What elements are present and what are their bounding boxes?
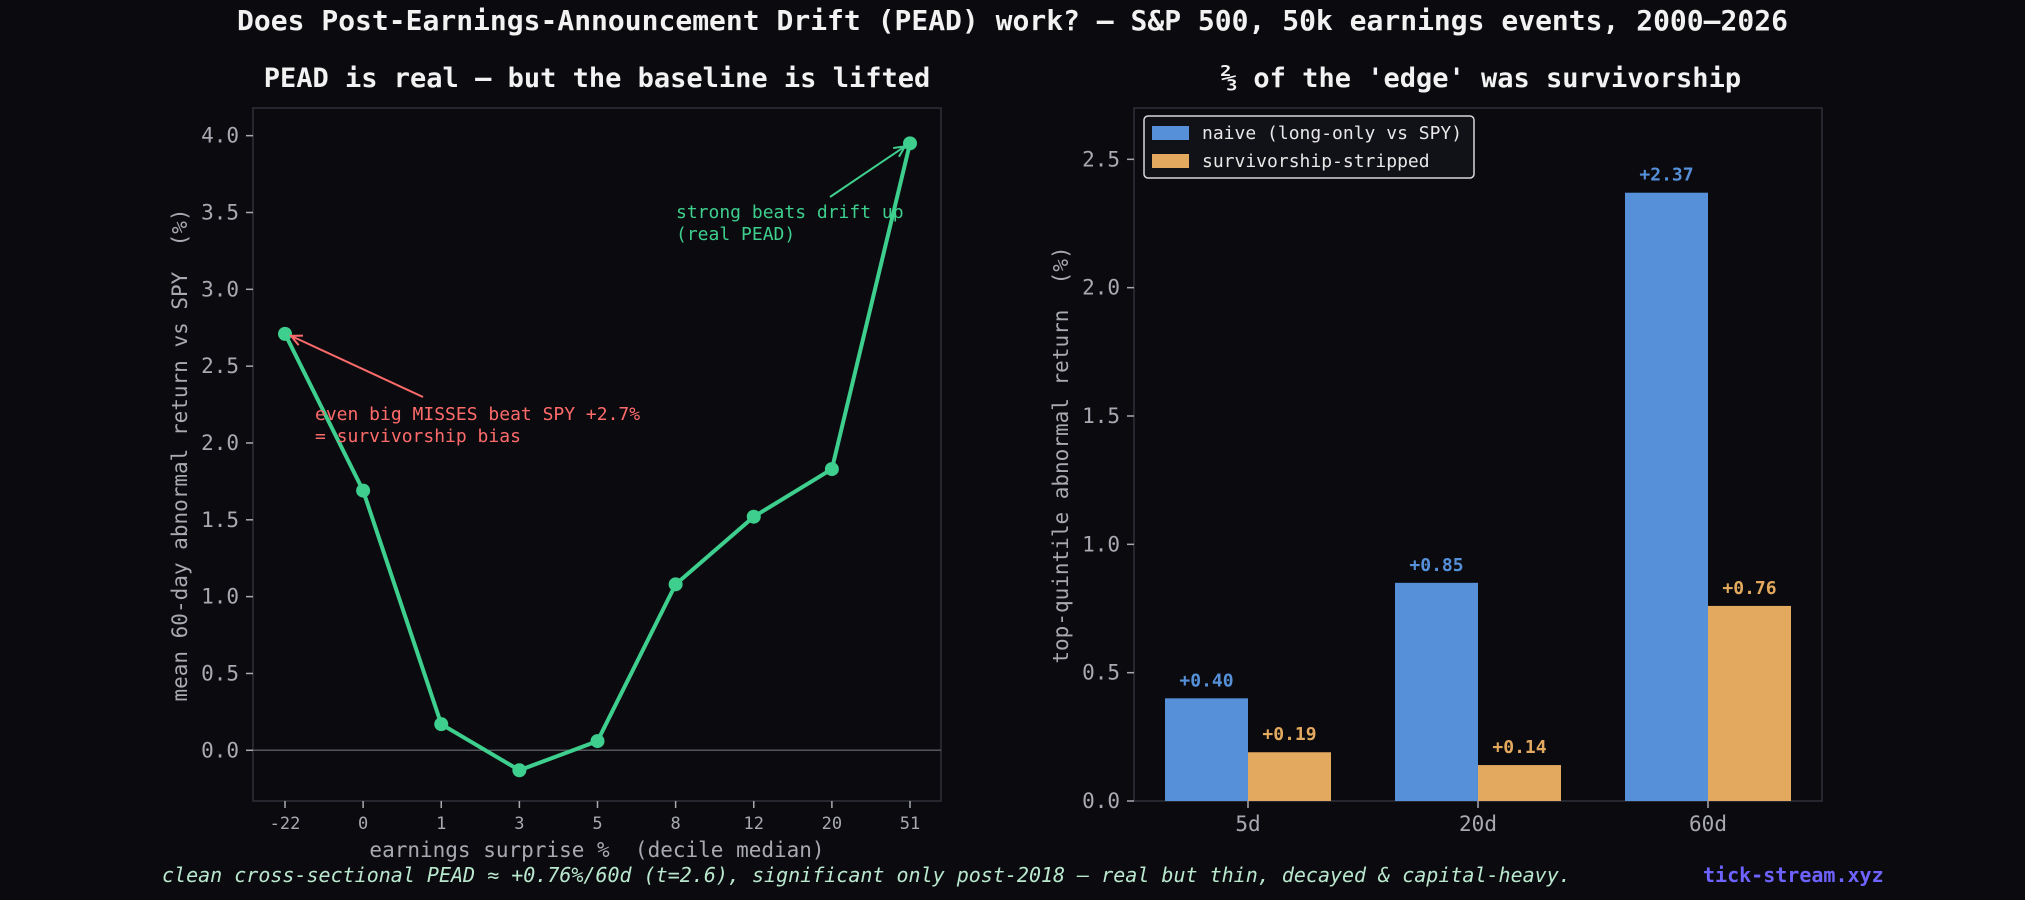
right-y-tick-label: 1.0 (1082, 532, 1120, 556)
beat-annotation-line-1: strong beats drift up (676, 202, 904, 223)
right-y-axis-label: top-quintile abnormal return (%) (1049, 246, 1073, 663)
bar-naive-20d (1395, 582, 1478, 801)
pead-data-point (278, 326, 292, 341)
pead-data-point (512, 763, 527, 778)
left-y-tick-label: 4.0 (201, 124, 239, 148)
pead-line-chart: PEAD is real — but the baseline is lifte… (168, 63, 942, 862)
left-x-tick-label: 3 (514, 814, 524, 834)
left-x-axis-label: earnings surprise % (decile median) (369, 838, 824, 862)
left-x-tick-label: 12 (744, 814, 764, 834)
right-x-tick-label: 20d (1459, 812, 1497, 836)
left-x-tick-label: 1 (436, 814, 446, 834)
pead-data-point (668, 577, 683, 592)
left-y-tick-label: 1.5 (201, 508, 239, 532)
legend-label-naive: naive (long-only vs SPY) (1202, 123, 1462, 144)
left-plot-area (252, 107, 942, 802)
right-y-tick-label: 0.0 (1082, 789, 1120, 813)
bar-naive-5d (1165, 698, 1248, 801)
left-x-tick-label: 8 (671, 814, 681, 834)
left-x-tick-label: 20 (822, 814, 842, 834)
survivorship-bar-chart: ⅔ of the 'edge' was survivorship 0.0 0.5 1… (1049, 63, 1823, 836)
legend: naive (long-only vs SPY) survivorship-st… (1143, 115, 1475, 179)
bar-naive-60d (1625, 192, 1708, 801)
right-x-tick-label: 5d (1235, 812, 1260, 836)
bar-label-stripped-20d: +0.14 (1492, 737, 1546, 758)
pead-data-point (434, 717, 449, 732)
figure-title: Does Post-Earnings-Announcement Drift (P… (237, 4, 1788, 37)
legend-box (1143, 115, 1475, 179)
left-y-tick-label: 1.0 (201, 585, 239, 609)
left-y-axis-label: mean 60-day abnormal return vs SPY (%) (168, 208, 192, 701)
footnote: clean cross-sectional PEAD ≈ +0.76%/60d … (162, 863, 1571, 887)
bar-label-stripped-60d: +0.76 (1722, 578, 1776, 599)
miss-annotation-arrowhead (288, 334, 304, 346)
pead-data-point (903, 136, 917, 151)
left-x-tick-label: 5 (592, 814, 602, 834)
left-y-tick-label: 2.0 (201, 431, 239, 455)
legend-swatch-naive (1152, 126, 1189, 140)
beat-annotation-arrowhead (892, 145, 907, 158)
bars (1165, 192, 1791, 801)
right-y-tick-label: 0.5 (1082, 661, 1120, 685)
left-y-tick-label: 3.0 (201, 277, 239, 301)
bar-stripped-60d (1708, 605, 1791, 801)
right-y-tick-label: 2.0 (1082, 276, 1120, 300)
beat-annotation-line-2: (real PEAD) (676, 224, 795, 245)
left-chart-title: PEAD is real — but the baseline is lifte… (264, 63, 930, 94)
right-x-tick-label: 60d (1689, 812, 1727, 836)
bar-stripped-20d (1478, 765, 1561, 801)
right-chart-title: ⅔ of the 'edge' was survivorship (1221, 63, 1741, 94)
bar-label-naive-60d: +2.37 (1639, 165, 1693, 186)
left-x-tick-label: -22 (270, 814, 301, 834)
bar-label-naive-5d: +0.40 (1179, 670, 1233, 691)
legend-label-stripped: survivorship-stripped (1202, 151, 1430, 172)
pead-data-point (746, 509, 761, 524)
right-x-ticks: 5d 20d 60d (1235, 801, 1727, 836)
pead-data-point (356, 483, 371, 498)
bar-stripped-5d (1248, 752, 1331, 801)
left-y-tick-label: 0.0 (201, 738, 239, 762)
bar-label-stripped-5d: +0.19 (1262, 724, 1316, 745)
brand-link[interactable]: tick-stream.xyz (1703, 863, 1884, 887)
right-y-tick-label: 2.5 (1082, 147, 1120, 171)
left-x-tick-label: 0 (358, 814, 368, 834)
bar-value-labels: +0.40 +0.85 +2.37 +0.19 +0.14 +0.76 (1179, 165, 1776, 758)
right-y-tick-label: 1.5 (1082, 404, 1120, 428)
beat-annotation-arrow (829, 145, 906, 198)
pead-data-point (590, 734, 605, 749)
left-x-tick-label: 51 (900, 814, 920, 834)
miss-annotation-line-2: = survivorship bias (315, 426, 521, 447)
left-y-ticks: 0.0 0.5 1.0 1.5 2.0 2.5 3.0 3.5 4.0 (201, 124, 253, 762)
left-y-tick-label: 0.5 (201, 661, 239, 685)
left-annotations: even big MISSES beat SPY +2.7% = survivo… (288, 145, 907, 447)
miss-annotation-arrow (290, 334, 424, 398)
miss-annotation-line-1: even big MISSES beat SPY +2.7% (315, 404, 640, 425)
pead-series-points (278, 136, 917, 778)
pead-data-point (824, 462, 839, 477)
bar-label-naive-20d: +0.85 (1409, 555, 1463, 576)
left-y-tick-label: 2.5 (201, 354, 239, 378)
right-y-ticks: 0.0 0.5 1.0 1.5 2.0 2.5 (1082, 147, 1134, 813)
legend-swatch-stripped (1152, 154, 1189, 168)
left-y-tick-label: 3.5 (201, 200, 239, 224)
left-x-ticks: -22 0 1 3 5 8 12 20 51 (270, 801, 920, 834)
